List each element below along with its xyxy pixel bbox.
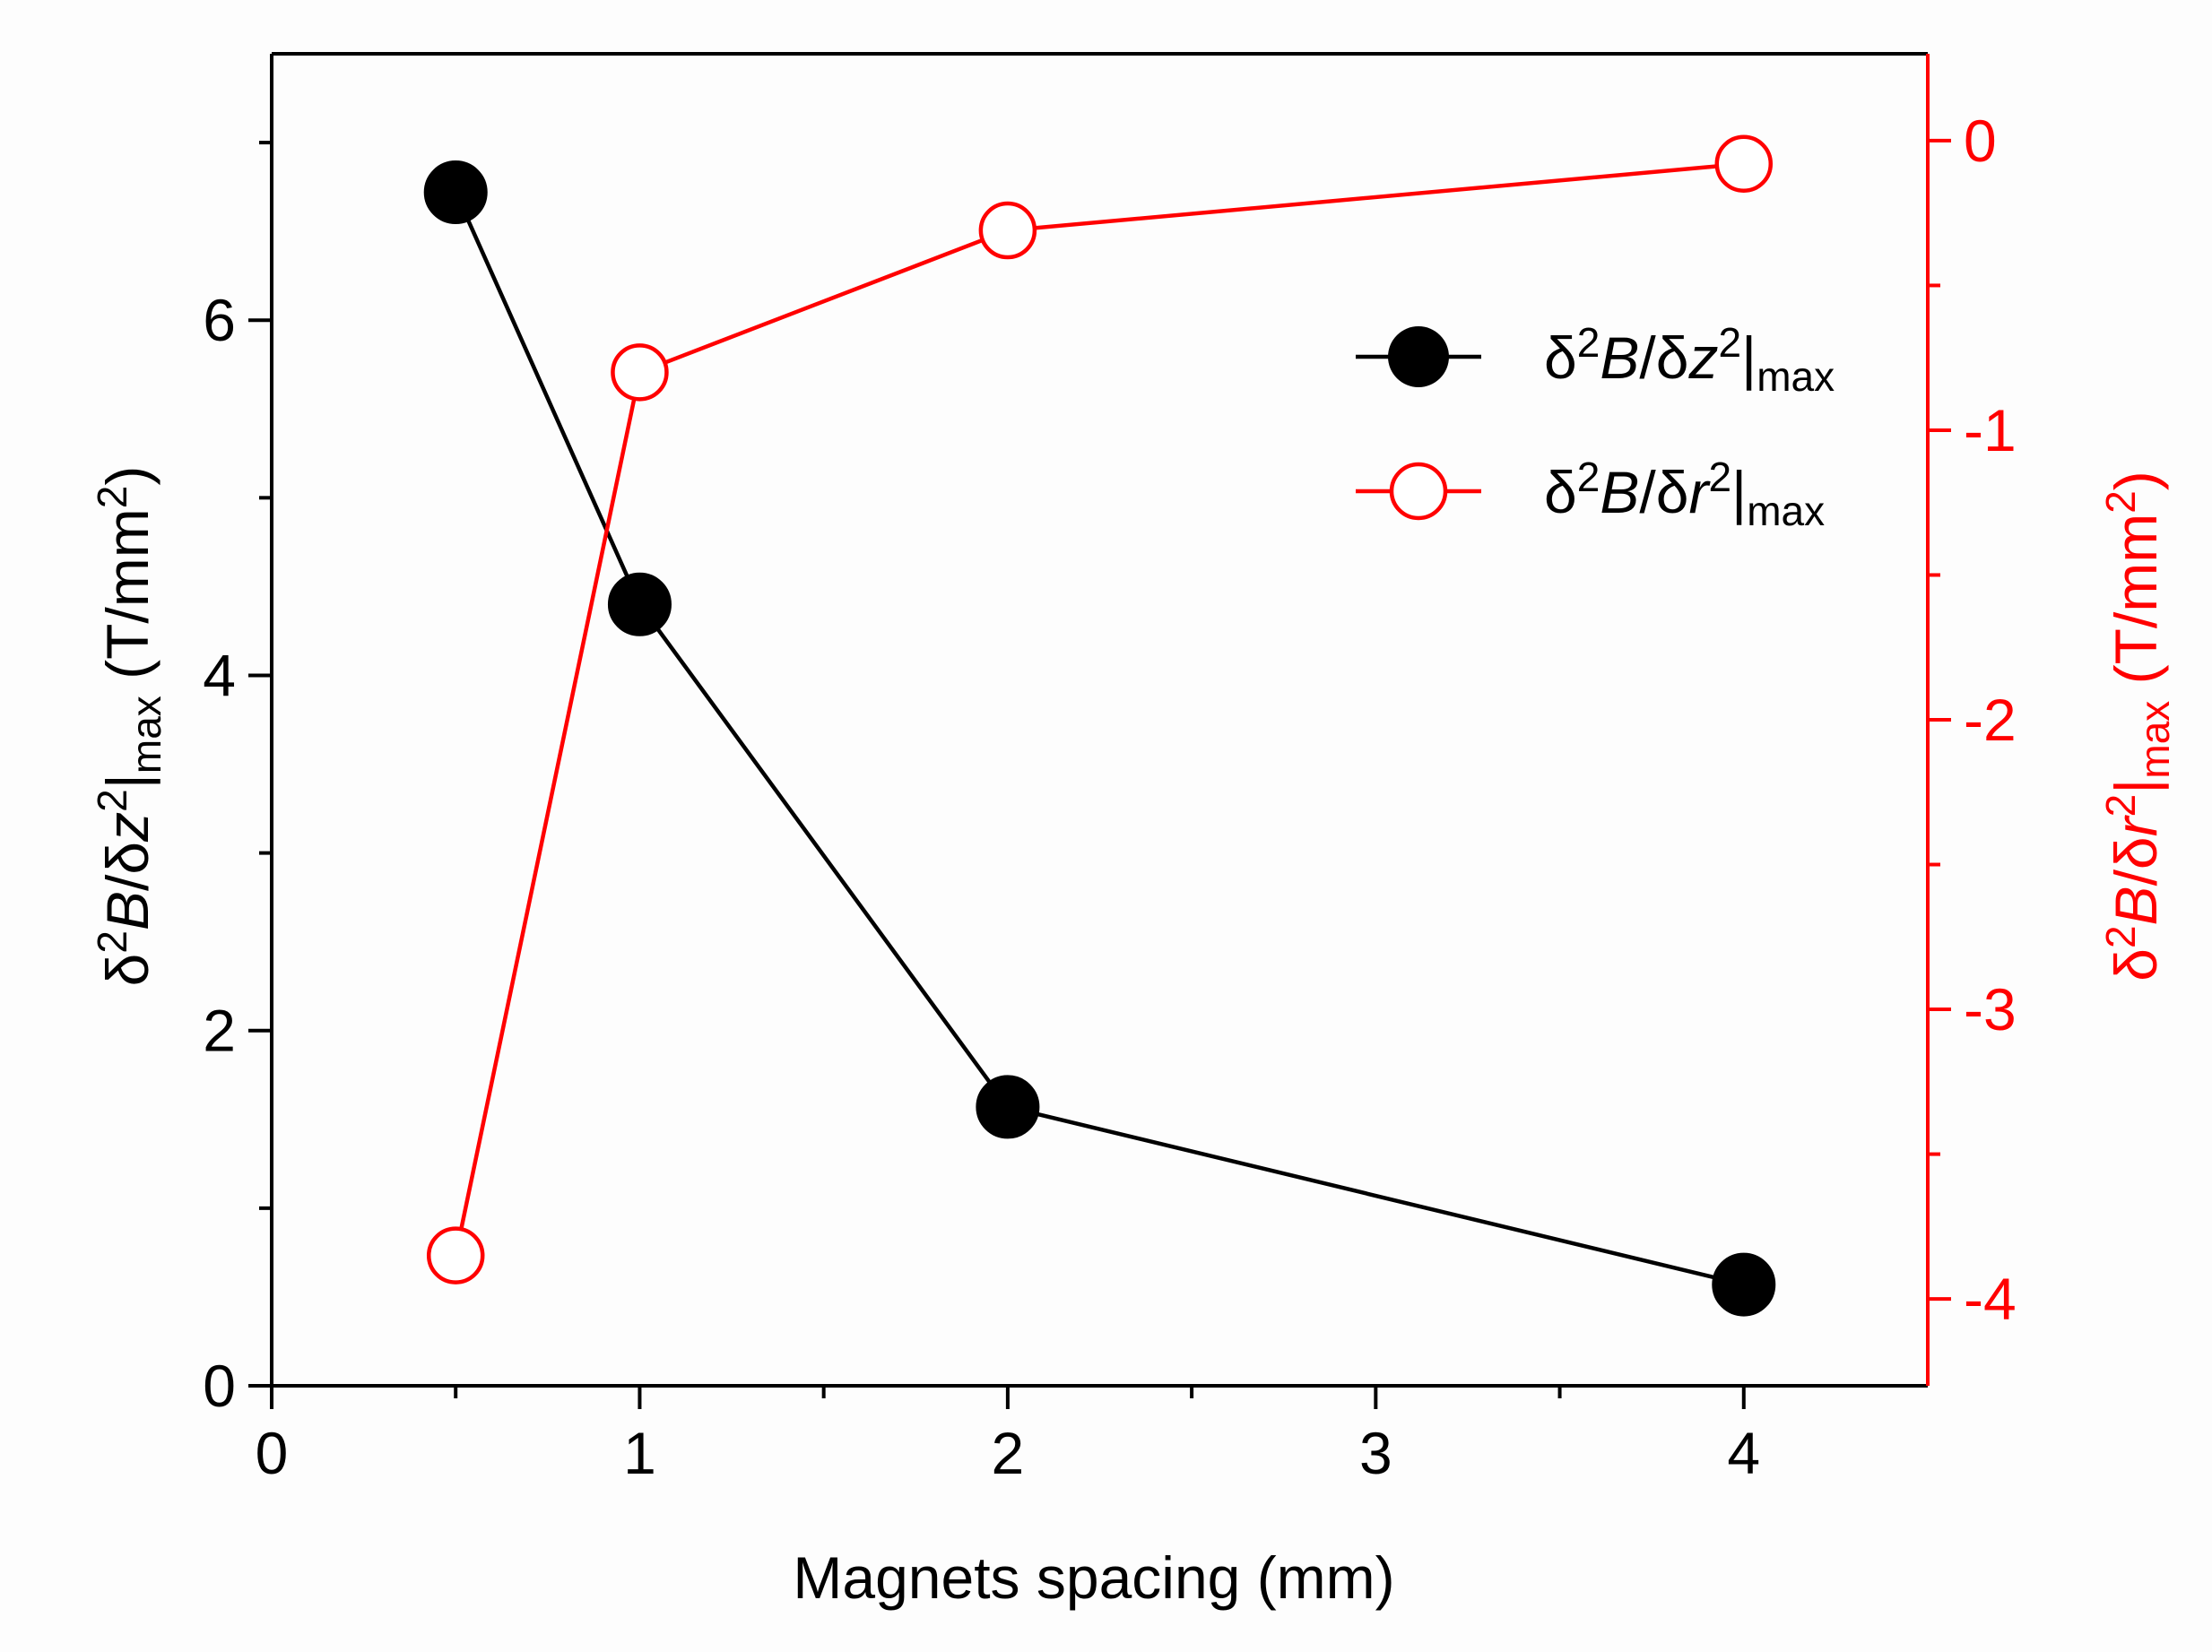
text-part: 2 — [2097, 925, 2144, 948]
text-part: | — [1741, 324, 1757, 391]
text-part: z — [94, 812, 160, 843]
text-part: 2 — [1708, 454, 1731, 500]
right-tick-label: -3 — [1964, 976, 2017, 1042]
text-part: 2 — [1577, 454, 1600, 500]
left-y-axis: 0 2 4 6 — [203, 141, 272, 1419]
x-tick-label: 0 — [256, 1420, 289, 1486]
text-part: δ — [1544, 459, 1577, 525]
text-part: r — [2103, 814, 2169, 836]
text-part: δ — [1544, 324, 1577, 391]
text-part: max — [2131, 701, 2178, 779]
x-axis: 0 1 2 3 4 — [256, 1386, 1760, 1486]
text-part: z — [1687, 324, 1718, 391]
left-tick-label: 2 — [203, 998, 236, 1064]
right-y-axis-title: δ2B/δr2|max (T/mm2) — [2097, 471, 2178, 982]
right-tick-label: -4 — [1964, 1266, 2017, 1332]
data-point — [978, 201, 1037, 260]
data-point — [976, 1075, 1040, 1139]
left-tick-label: 6 — [203, 287, 236, 353]
legend-label: δ2B/δz2|max — [1544, 319, 1835, 400]
legend-entry: δ2B/δr2|max — [1356, 454, 1825, 534]
text-part: (T/mm — [2103, 514, 2169, 701]
right-tick-label: 0 — [1964, 108, 1997, 174]
data-point — [607, 572, 672, 636]
right-y-axis: -4 -3 -2 -1 0 — [1928, 108, 2017, 1332]
series-line — [454, 191, 1745, 1287]
text-part: max — [123, 696, 169, 774]
x-tick-label: 1 — [623, 1420, 656, 1486]
text-part: 2 — [2097, 490, 2144, 514]
text-part: | — [2103, 779, 2169, 794]
text-part: ) — [94, 466, 160, 486]
legend-marker — [1388, 326, 1449, 387]
right-tick-label: -1 — [1964, 397, 2017, 463]
series-2 — [426, 134, 1774, 1284]
text-part: 2 — [89, 486, 135, 509]
x-axis-title: Magnets spacing (mm) — [793, 1544, 1394, 1611]
text-part: /δ — [1639, 324, 1688, 391]
text-part: r — [1688, 459, 1711, 525]
data-point — [611, 343, 669, 402]
x-tick-label: 2 — [992, 1420, 1025, 1486]
text-part: | — [94, 774, 160, 789]
legend-label: δ2B/δr2|max — [1544, 454, 1825, 534]
text-part: | — [1731, 459, 1747, 525]
text-part: B — [94, 891, 160, 930]
plot-frame — [270, 52, 1930, 1388]
text-part: /δ — [2103, 836, 2169, 886]
left-tick-label: 0 — [203, 1353, 236, 1419]
text-part: B — [1600, 324, 1639, 391]
text-part: 2 — [89, 789, 135, 812]
legend-entry: δ2B/δz2|max — [1356, 319, 1835, 400]
right-tick-label: -2 — [1964, 687, 2017, 753]
left-y-axis-title: δ2B/δz2|max (T/mm2) — [89, 466, 169, 987]
data-point — [1712, 1252, 1776, 1317]
text-part: (T/mm — [94, 508, 160, 696]
data-point — [1714, 134, 1774, 194]
text-part: ) — [2103, 471, 2169, 490]
left-tick-label: 4 — [203, 642, 236, 708]
text-part: B — [1600, 459, 1639, 525]
x-tick-label: 3 — [1359, 1420, 1392, 1486]
text-part: 2 — [89, 930, 135, 954]
series-layer — [423, 134, 1776, 1317]
x-tick-label: 4 — [1727, 1420, 1760, 1486]
text-part: δ — [94, 954, 160, 987]
text-part: δ — [2103, 948, 2169, 982]
text-part: /δ — [1639, 459, 1688, 525]
text-part: 2 — [2097, 794, 2144, 817]
data-point — [426, 1226, 485, 1284]
series-line — [454, 161, 1744, 1257]
data-point — [423, 160, 488, 225]
text-part: 2 — [1718, 319, 1741, 366]
series-1 — [423, 160, 1776, 1317]
text-part: max — [1757, 353, 1835, 400]
text-part: /δ — [94, 842, 160, 891]
legend-marker — [1389, 462, 1448, 521]
text-part: 2 — [1577, 319, 1600, 366]
text-part: B — [2103, 886, 2169, 925]
text-part: max — [1747, 488, 1825, 534]
